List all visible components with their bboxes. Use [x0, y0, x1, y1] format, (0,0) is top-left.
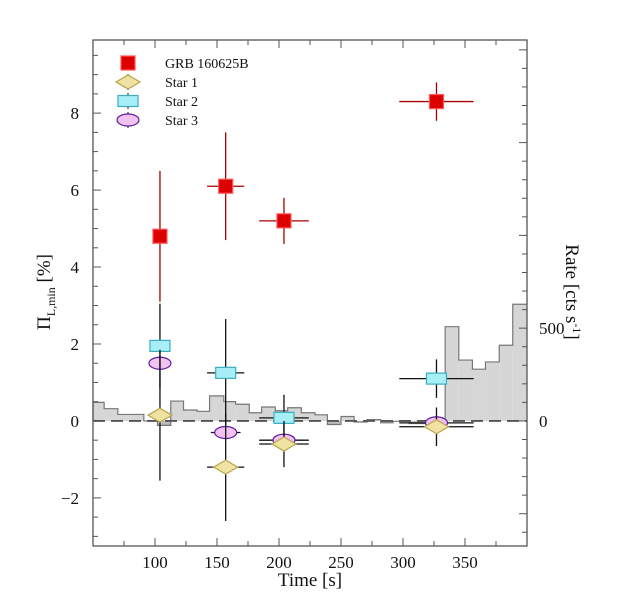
data-point [276, 213, 292, 229]
histogram-bar [117, 414, 144, 421]
data-point [270, 436, 298, 452]
y-axis-label-main: Π [34, 316, 55, 330]
y2-axis-label: Rate [cts s-1] [561, 244, 584, 339]
y-tick-label: 8 [71, 104, 80, 123]
legend-item: Star 1 [114, 74, 198, 91]
histogram-bar [235, 404, 250, 421]
histogram-bar [170, 401, 184, 421]
series-grb-160625b [152, 82, 474, 302]
data-points [146, 82, 474, 521]
x-tick-label: 150 [204, 553, 230, 572]
histogram-bar [209, 395, 224, 421]
y-axis-label-unit: [%] [34, 254, 55, 287]
histogram-bar [485, 361, 500, 421]
legend: GRB 160625B Star 1 Star 2 Star 3 [114, 55, 249, 129]
x-axis-label: Time [s] [278, 570, 342, 591]
x-tick-label: 200 [266, 553, 292, 572]
legend-item: Star 3 [116, 112, 198, 129]
histogram-bar [458, 360, 473, 421]
y2-axis-label-end: ] [561, 333, 582, 339]
histogram-bar [341, 416, 355, 421]
legend-label: GRB 160625B [165, 57, 249, 72]
histogram-bar [301, 412, 315, 421]
y2-axis-label-main: Rate [cts s [561, 244, 582, 323]
data-point [423, 419, 450, 435]
histogram-bar [104, 408, 118, 421]
series-star-3 [148, 356, 474, 447]
y2-axis-label-sup: -1 [570, 323, 584, 333]
y-tick-label: −2 [61, 489, 79, 508]
histogram-outline [92, 303, 527, 426]
histogram-bar [183, 409, 198, 421]
y-tick-label: 4 [71, 258, 80, 277]
histogram-bar [249, 412, 262, 421]
data-point [218, 178, 234, 194]
legend-label: Star 1 [165, 76, 198, 91]
histogram-bar [327, 420, 341, 425]
axis-ticks: 100 150 200 250 300 350 −2 0 2 4 6 8 0 500 [61, 40, 565, 572]
data-point [425, 372, 448, 385]
y-tick-label: 2 [71, 335, 80, 354]
series-star-1 [146, 349, 474, 521]
histogram-bar [261, 407, 276, 421]
x-tick-label: 100 [142, 553, 168, 572]
y-tick-label: 0 [71, 412, 80, 431]
histogram-bar [445, 326, 459, 421]
plot-frame [92, 39, 528, 547]
legend-label: Star 2 [165, 95, 198, 110]
x-tick-label: 250 [328, 553, 354, 572]
y2-tick-label: 500 [539, 319, 565, 338]
y-tick-label: 6 [71, 181, 80, 200]
histogram-bar [499, 345, 513, 421]
x-tick-label: 350 [452, 553, 478, 572]
legend-item: Star 2 [117, 93, 198, 110]
histogram-bar [197, 411, 210, 421]
legend-label: Star 3 [165, 114, 198, 129]
legend-marker [116, 113, 140, 127]
histogram-bar [93, 402, 105, 421]
histogram-bar [472, 369, 486, 421]
legend-marker [117, 94, 139, 108]
data-point [212, 459, 239, 475]
histogram-bar [380, 420, 394, 423]
histogram-bar [512, 304, 527, 421]
data-point [215, 366, 237, 379]
y-axis-label-sub: L,min [44, 287, 58, 316]
histogram-bar [223, 401, 236, 421]
y-axis-label: ΠL,min [%] [34, 254, 58, 330]
histogram-bar [314, 414, 328, 421]
x-tick-label: 300 [390, 553, 416, 572]
legend-item: GRB 160625B [120, 55, 249, 72]
legend-marker [120, 55, 136, 71]
legend-marker [114, 74, 142, 90]
y2-tick-label: 0 [539, 412, 548, 431]
data-point [428, 93, 445, 110]
histogram-bar [157, 420, 171, 426]
data-point [152, 228, 168, 244]
data-point [146, 407, 174, 423]
